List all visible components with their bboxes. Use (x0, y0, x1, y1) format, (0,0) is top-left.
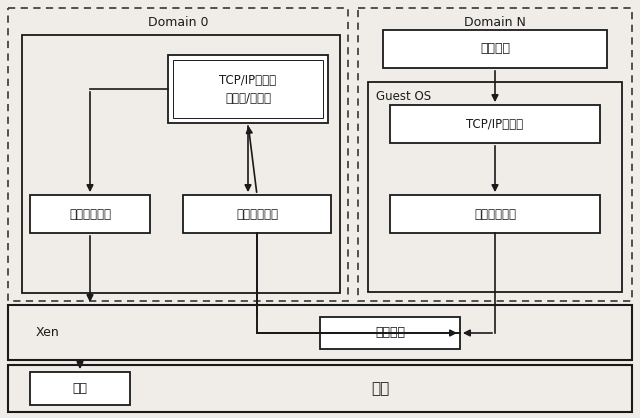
Bar (8, 8, 348, 301)
Bar (8, 365, 632, 412)
Text: 应用程序: 应用程序 (480, 43, 510, 56)
Bar (168, 55, 328, 123)
Text: Domain 0: Domain 0 (148, 15, 208, 28)
Bar (390, 195, 600, 233)
Bar (390, 105, 600, 143)
Text: 网卡: 网卡 (72, 382, 88, 395)
Text: （路由/桥接）: （路由/桥接） (225, 92, 271, 104)
Bar (8, 305, 632, 360)
Text: 共享内存: 共享内存 (375, 326, 405, 339)
Text: TCP/IP协议栈: TCP/IP协议栈 (220, 74, 276, 87)
Bar (368, 82, 622, 292)
Text: Xen: Xen (36, 326, 60, 339)
Text: Guest OS: Guest OS (376, 89, 431, 102)
Bar (30, 195, 150, 233)
Text: Domain N: Domain N (464, 15, 526, 28)
Bar (358, 8, 632, 301)
Text: 本地设备驱动: 本地设备驱动 (69, 207, 111, 221)
Text: TCP/IP协议栈: TCP/IP协议栈 (467, 117, 524, 130)
Bar (383, 30, 607, 68)
Bar (173, 60, 323, 118)
Text: 硬件: 硬件 (371, 381, 389, 396)
Bar (320, 317, 460, 349)
Text: 前端设备驱动: 前端设备驱动 (474, 207, 516, 221)
Bar (183, 195, 331, 233)
Bar (30, 372, 130, 405)
Bar (22, 35, 340, 293)
Text: 后端设备驱动: 后端设备驱动 (236, 207, 278, 221)
